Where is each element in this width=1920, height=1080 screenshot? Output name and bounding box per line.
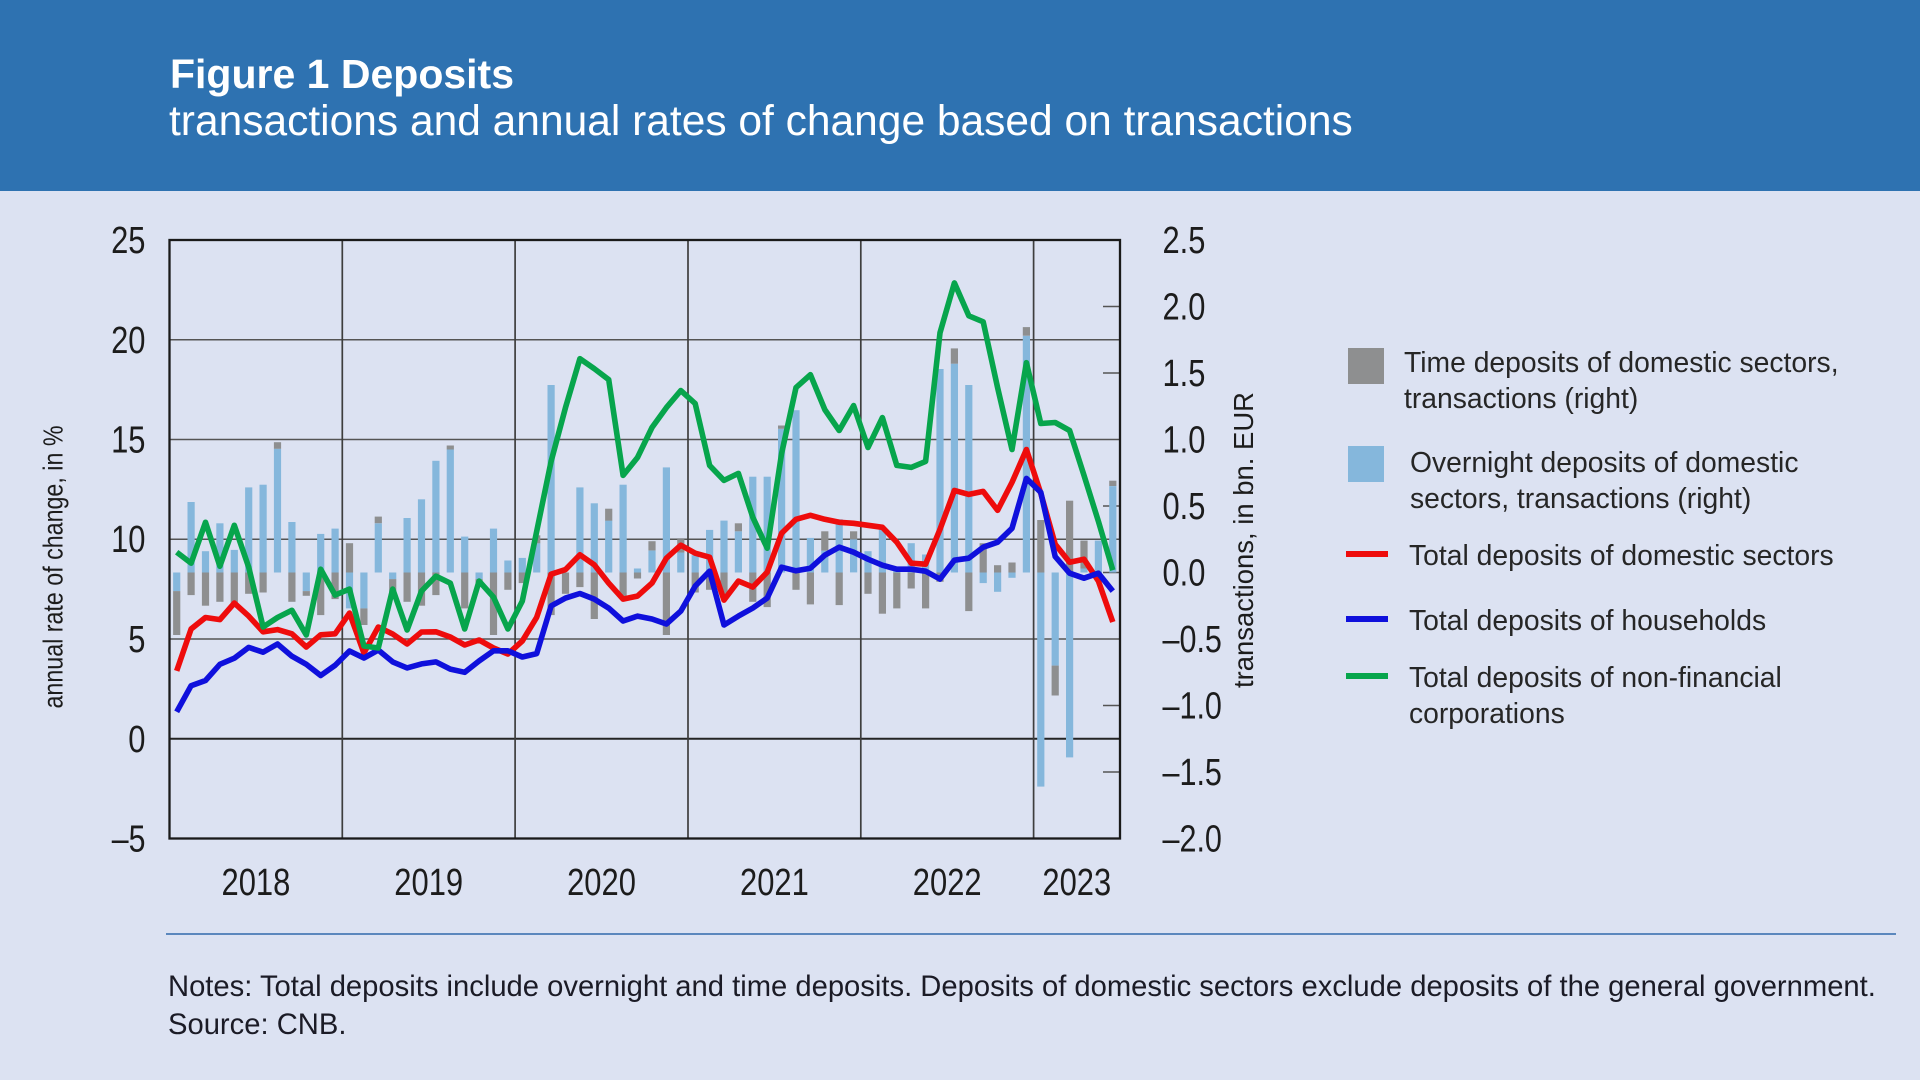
svg-text:20: 20 <box>111 320 145 362</box>
svg-text:2018: 2018 <box>222 862 291 904</box>
svg-text:annual rate of change, in %: annual rate of change, in % <box>38 426 69 709</box>
svg-text:–0.5: –0.5 <box>1163 619 1222 661</box>
svg-text:5: 5 <box>128 619 145 661</box>
svg-text:2023: 2023 <box>1042 862 1111 904</box>
svg-text:2021: 2021 <box>740 862 809 904</box>
svg-text:–1.5: –1.5 <box>1163 752 1222 794</box>
svg-text:2022: 2022 <box>913 862 982 904</box>
svg-text:0.5: 0.5 <box>1163 486 1206 528</box>
svg-text:2019: 2019 <box>394 862 463 904</box>
svg-text:2020: 2020 <box>567 862 636 904</box>
svg-text:25: 25 <box>111 220 145 262</box>
svg-text:transactions, in bn. EUR: transactions, in bn. EUR <box>1228 392 1259 688</box>
svg-text:1.0: 1.0 <box>1163 420 1206 462</box>
svg-text:–1.0: –1.0 <box>1163 686 1222 728</box>
svg-text:15: 15 <box>111 420 145 462</box>
svg-text:0.0: 0.0 <box>1163 553 1206 595</box>
svg-text:10: 10 <box>111 519 145 561</box>
svg-text:0: 0 <box>128 719 145 761</box>
svg-text:2.0: 2.0 <box>1163 287 1206 329</box>
svg-text:1.5: 1.5 <box>1163 353 1206 395</box>
svg-text:2.5: 2.5 <box>1163 220 1206 262</box>
svg-text:–2.0: –2.0 <box>1163 819 1222 861</box>
svg-text:–5: –5 <box>112 819 146 861</box>
